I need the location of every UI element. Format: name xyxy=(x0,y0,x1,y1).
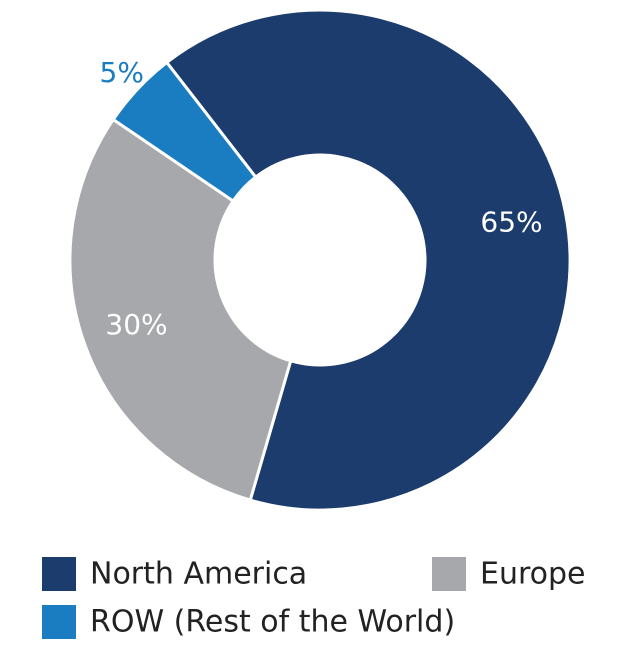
legend-swatch xyxy=(42,557,76,591)
legend-swatch xyxy=(432,557,466,591)
data-label: 65% xyxy=(480,205,542,238)
donut-slice xyxy=(111,60,258,204)
legend-label: Europe xyxy=(480,557,586,592)
legend-label: ROW (Rest of the World) xyxy=(90,605,455,640)
legend-swatch xyxy=(42,605,76,639)
data-label: 5% xyxy=(100,56,144,89)
data-label: 30% xyxy=(105,308,167,341)
donut-slice xyxy=(164,8,572,512)
donut-slice xyxy=(68,117,293,502)
legend-label: North America xyxy=(90,557,307,592)
